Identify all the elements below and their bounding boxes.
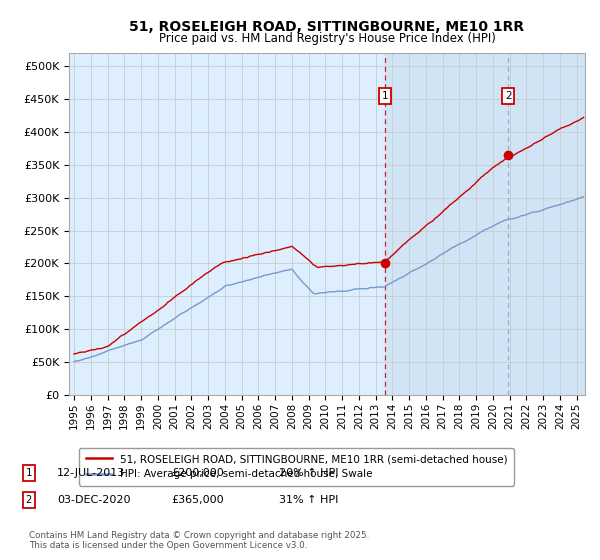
Text: 2: 2	[26, 495, 32, 505]
Text: £365,000: £365,000	[171, 495, 224, 505]
Text: Price paid vs. HM Land Registry's House Price Index (HPI): Price paid vs. HM Land Registry's House …	[158, 32, 496, 45]
Text: Contains HM Land Registry data © Crown copyright and database right 2025.
This d: Contains HM Land Registry data © Crown c…	[29, 530, 369, 550]
Text: 1: 1	[26, 468, 32, 478]
Text: £200,000: £200,000	[171, 468, 224, 478]
Text: 20% ↑ HPI: 20% ↑ HPI	[279, 468, 338, 478]
Legend: 51, ROSELEIGH ROAD, SITTINGBOURNE, ME10 1RR (semi-detached house), HPI: Average : 51, ROSELEIGH ROAD, SITTINGBOURNE, ME10 …	[79, 448, 514, 486]
Text: 51, ROSELEIGH ROAD, SITTINGBOURNE, ME10 1RR: 51, ROSELEIGH ROAD, SITTINGBOURNE, ME10 …	[130, 20, 524, 34]
Text: 31% ↑ HPI: 31% ↑ HPI	[279, 495, 338, 505]
Text: 12-JUL-2013: 12-JUL-2013	[57, 468, 125, 478]
Text: 1: 1	[382, 91, 388, 101]
Bar	[385, 53, 585, 395]
Text: 2: 2	[505, 91, 512, 101]
Text: 03-DEC-2020: 03-DEC-2020	[57, 495, 131, 505]
